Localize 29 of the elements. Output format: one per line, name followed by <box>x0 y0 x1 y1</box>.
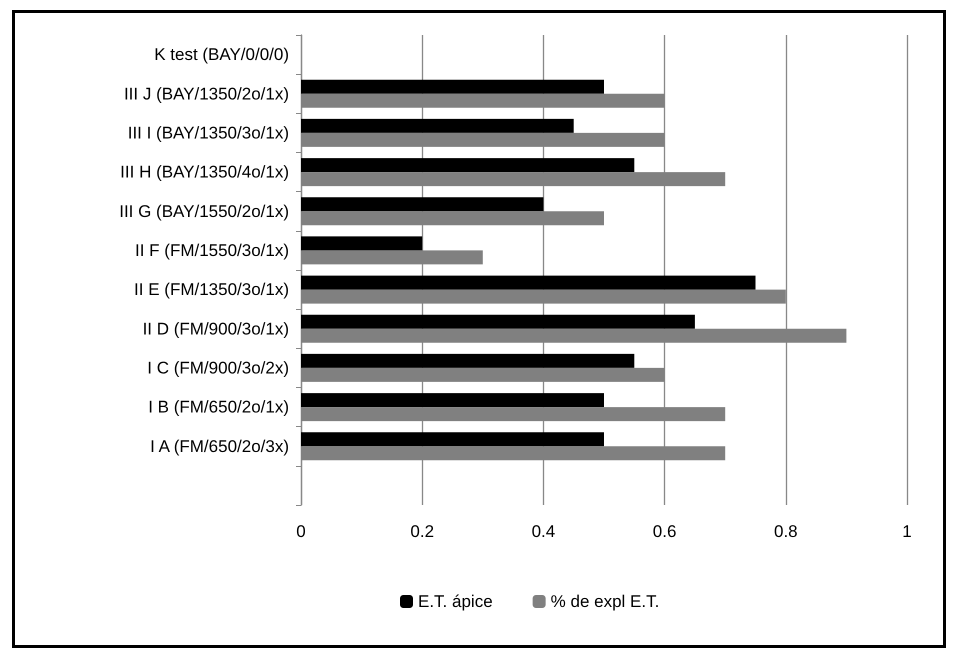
y-tick-label: III J (BAY/1350/2o/1x) <box>124 84 289 104</box>
y-tick-label: III G (BAY/1550/2o/1x) <box>119 202 289 221</box>
x-tick-label: 0.6 <box>652 522 676 541</box>
y-tick-label: K test (BAY/0/0/0) <box>154 45 289 64</box>
bar <box>301 118 574 133</box>
y-tick-label: I A (FM/650/2o/3x) <box>150 436 289 456</box>
bar <box>301 236 422 250</box>
x-tick-label: 0.4 <box>532 522 556 541</box>
bar <box>301 393 604 408</box>
bar <box>301 276 756 290</box>
x-tick-label: 1 <box>902 522 912 541</box>
bar <box>301 314 695 329</box>
legend-label: E.T. ápice <box>418 592 493 611</box>
y-tick-label: II F (FM/1550/3o/1x) <box>135 240 289 260</box>
x-tick-label: 0 <box>296 522 306 541</box>
y-tick-label: II D (FM/900/3o/1x) <box>142 319 289 338</box>
y-tick-label: I C (FM/900/3o/2x) <box>147 358 289 378</box>
bar <box>301 432 604 446</box>
x-tick-label: 0.2 <box>410 522 434 541</box>
legend-label: % de expl E.T. <box>550 592 660 611</box>
bar <box>301 80 604 94</box>
bar <box>301 354 634 368</box>
y-tick-label: II E (FM/1350/3o/1x) <box>134 280 289 300</box>
bar <box>301 197 544 212</box>
y-tick-label: I B (FM/650/2o/1x) <box>148 398 289 417</box>
bar <box>301 158 634 172</box>
x-tick-label: 0.8 <box>774 522 798 541</box>
y-tick-label: III H (BAY/1350/4o/1x) <box>120 162 289 182</box>
y-tick-label: III I (BAY/1350/3o/1x) <box>128 123 289 142</box>
